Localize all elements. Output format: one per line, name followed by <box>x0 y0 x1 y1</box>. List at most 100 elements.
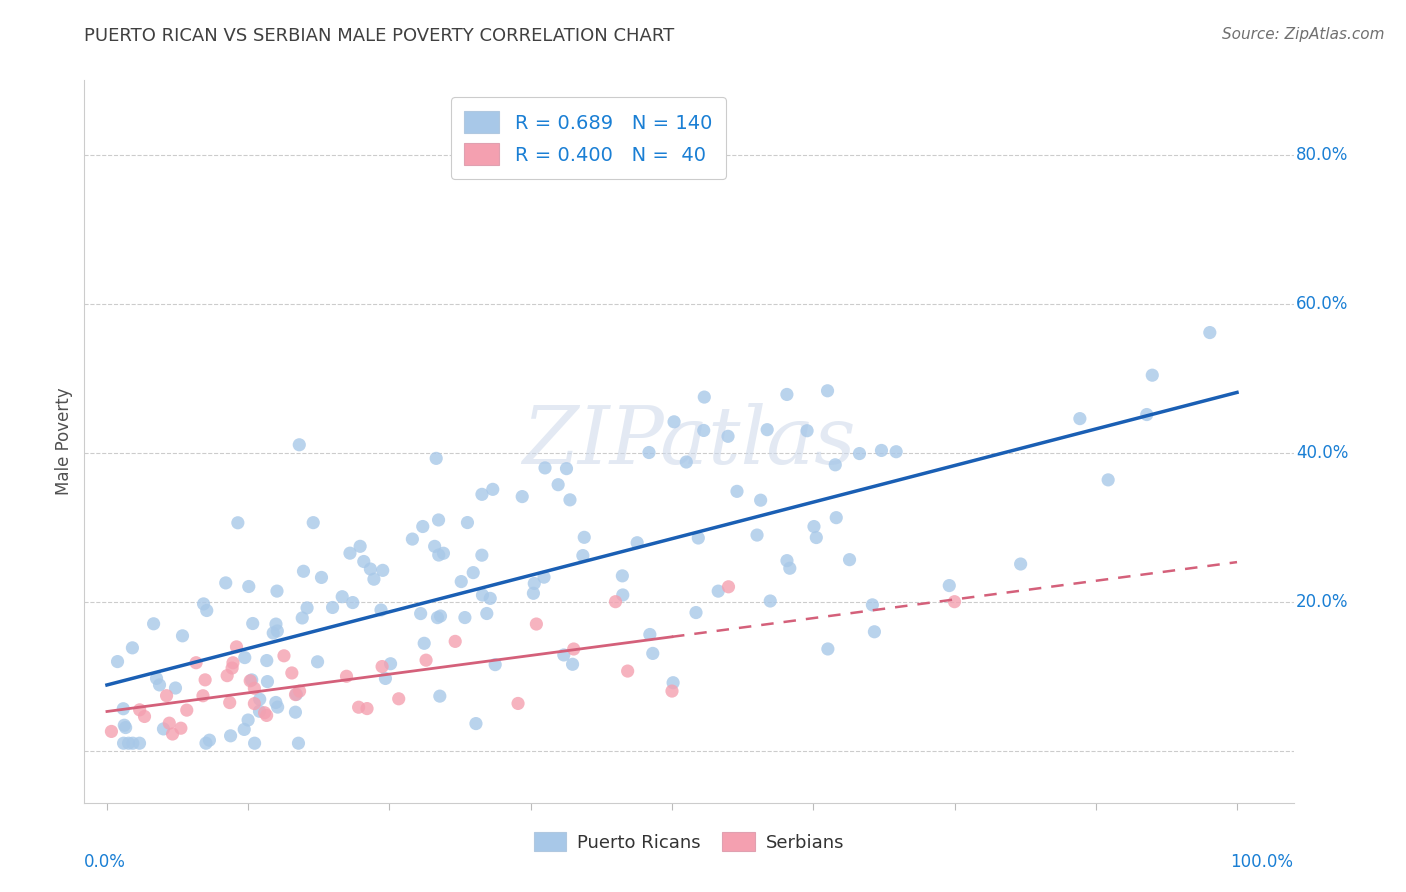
Point <box>264 696 287 710</box>
Point <box>330 590 353 604</box>
Point <box>523 576 546 591</box>
Point <box>776 554 799 568</box>
Point <box>288 684 311 698</box>
Point <box>1069 411 1091 425</box>
Point <box>638 445 661 459</box>
Point <box>1142 368 1164 383</box>
Point <box>356 701 378 715</box>
Point <box>193 597 215 611</box>
Point <box>184 656 207 670</box>
Point <box>347 700 370 714</box>
Point <box>363 572 385 586</box>
Point <box>374 672 396 686</box>
Point <box>249 692 271 706</box>
Point <box>413 636 436 650</box>
Point <box>339 546 361 560</box>
Point <box>605 595 627 609</box>
Point <box>409 607 432 621</box>
Point <box>415 653 437 667</box>
Point <box>264 617 287 632</box>
Point <box>693 424 716 438</box>
Point <box>114 721 136 735</box>
Point <box>412 519 434 533</box>
Point <box>121 736 143 750</box>
Point <box>162 727 184 741</box>
Point <box>281 665 304 680</box>
Point <box>759 594 782 608</box>
Point <box>311 570 333 584</box>
Text: 100.0%: 100.0% <box>1230 854 1294 871</box>
Point <box>725 484 748 499</box>
Point <box>863 624 886 639</box>
Point <box>661 684 683 698</box>
Point <box>429 689 451 703</box>
Point <box>242 616 264 631</box>
Point <box>616 664 638 678</box>
Point <box>194 673 217 687</box>
Point <box>561 657 583 672</box>
Point <box>145 672 167 686</box>
Point <box>688 531 710 545</box>
Point <box>172 629 194 643</box>
Point <box>817 384 839 398</box>
Text: 40.0%: 40.0% <box>1296 443 1348 462</box>
Point <box>165 681 187 695</box>
Point <box>817 642 839 657</box>
Point <box>370 603 392 617</box>
Point <box>401 532 423 546</box>
Point <box>776 387 799 401</box>
Point <box>471 487 494 501</box>
Point <box>302 516 325 530</box>
Point <box>444 634 467 648</box>
Point <box>219 729 242 743</box>
Text: 60.0%: 60.0% <box>1296 294 1348 313</box>
Point <box>155 689 177 703</box>
Point <box>359 562 381 576</box>
Point <box>371 659 394 673</box>
Point <box>471 548 494 562</box>
Point <box>749 493 772 508</box>
Point <box>198 733 221 747</box>
Point <box>134 709 156 723</box>
Point <box>157 716 180 731</box>
Point <box>479 591 502 606</box>
Point <box>456 516 478 530</box>
Point <box>142 616 165 631</box>
Point <box>222 656 245 670</box>
Point <box>128 736 150 750</box>
Point <box>555 461 578 475</box>
Point <box>322 600 344 615</box>
Point <box>803 519 825 533</box>
Point <box>707 584 730 599</box>
Point <box>1010 557 1032 571</box>
Point <box>243 736 266 750</box>
Point <box>425 451 447 466</box>
Point <box>717 580 740 594</box>
Point <box>262 626 284 640</box>
Text: ZIPatlas: ZIPatlas <box>522 403 856 480</box>
Point <box>848 446 870 460</box>
Point <box>484 657 506 672</box>
Point <box>249 704 271 718</box>
Point <box>806 531 828 545</box>
Point <box>522 586 544 600</box>
Point <box>534 461 557 475</box>
Point <box>475 607 498 621</box>
Point <box>641 647 664 661</box>
Point <box>238 580 260 594</box>
Point <box>1097 473 1119 487</box>
Point <box>838 552 860 566</box>
Point <box>107 655 129 669</box>
Point <box>349 539 371 553</box>
Point <box>1136 408 1159 422</box>
Point <box>481 483 503 497</box>
Text: PUERTO RICAN VS SERBIAN MALE POVERTY CORRELATION CHART: PUERTO RICAN VS SERBIAN MALE POVERTY COR… <box>84 27 675 45</box>
Point <box>756 423 779 437</box>
Point <box>717 429 740 443</box>
Point <box>233 723 256 737</box>
Point <box>450 574 472 589</box>
Point <box>825 510 848 524</box>
Point <box>243 697 266 711</box>
Text: 0.0%: 0.0% <box>84 854 127 871</box>
Point <box>287 736 309 750</box>
